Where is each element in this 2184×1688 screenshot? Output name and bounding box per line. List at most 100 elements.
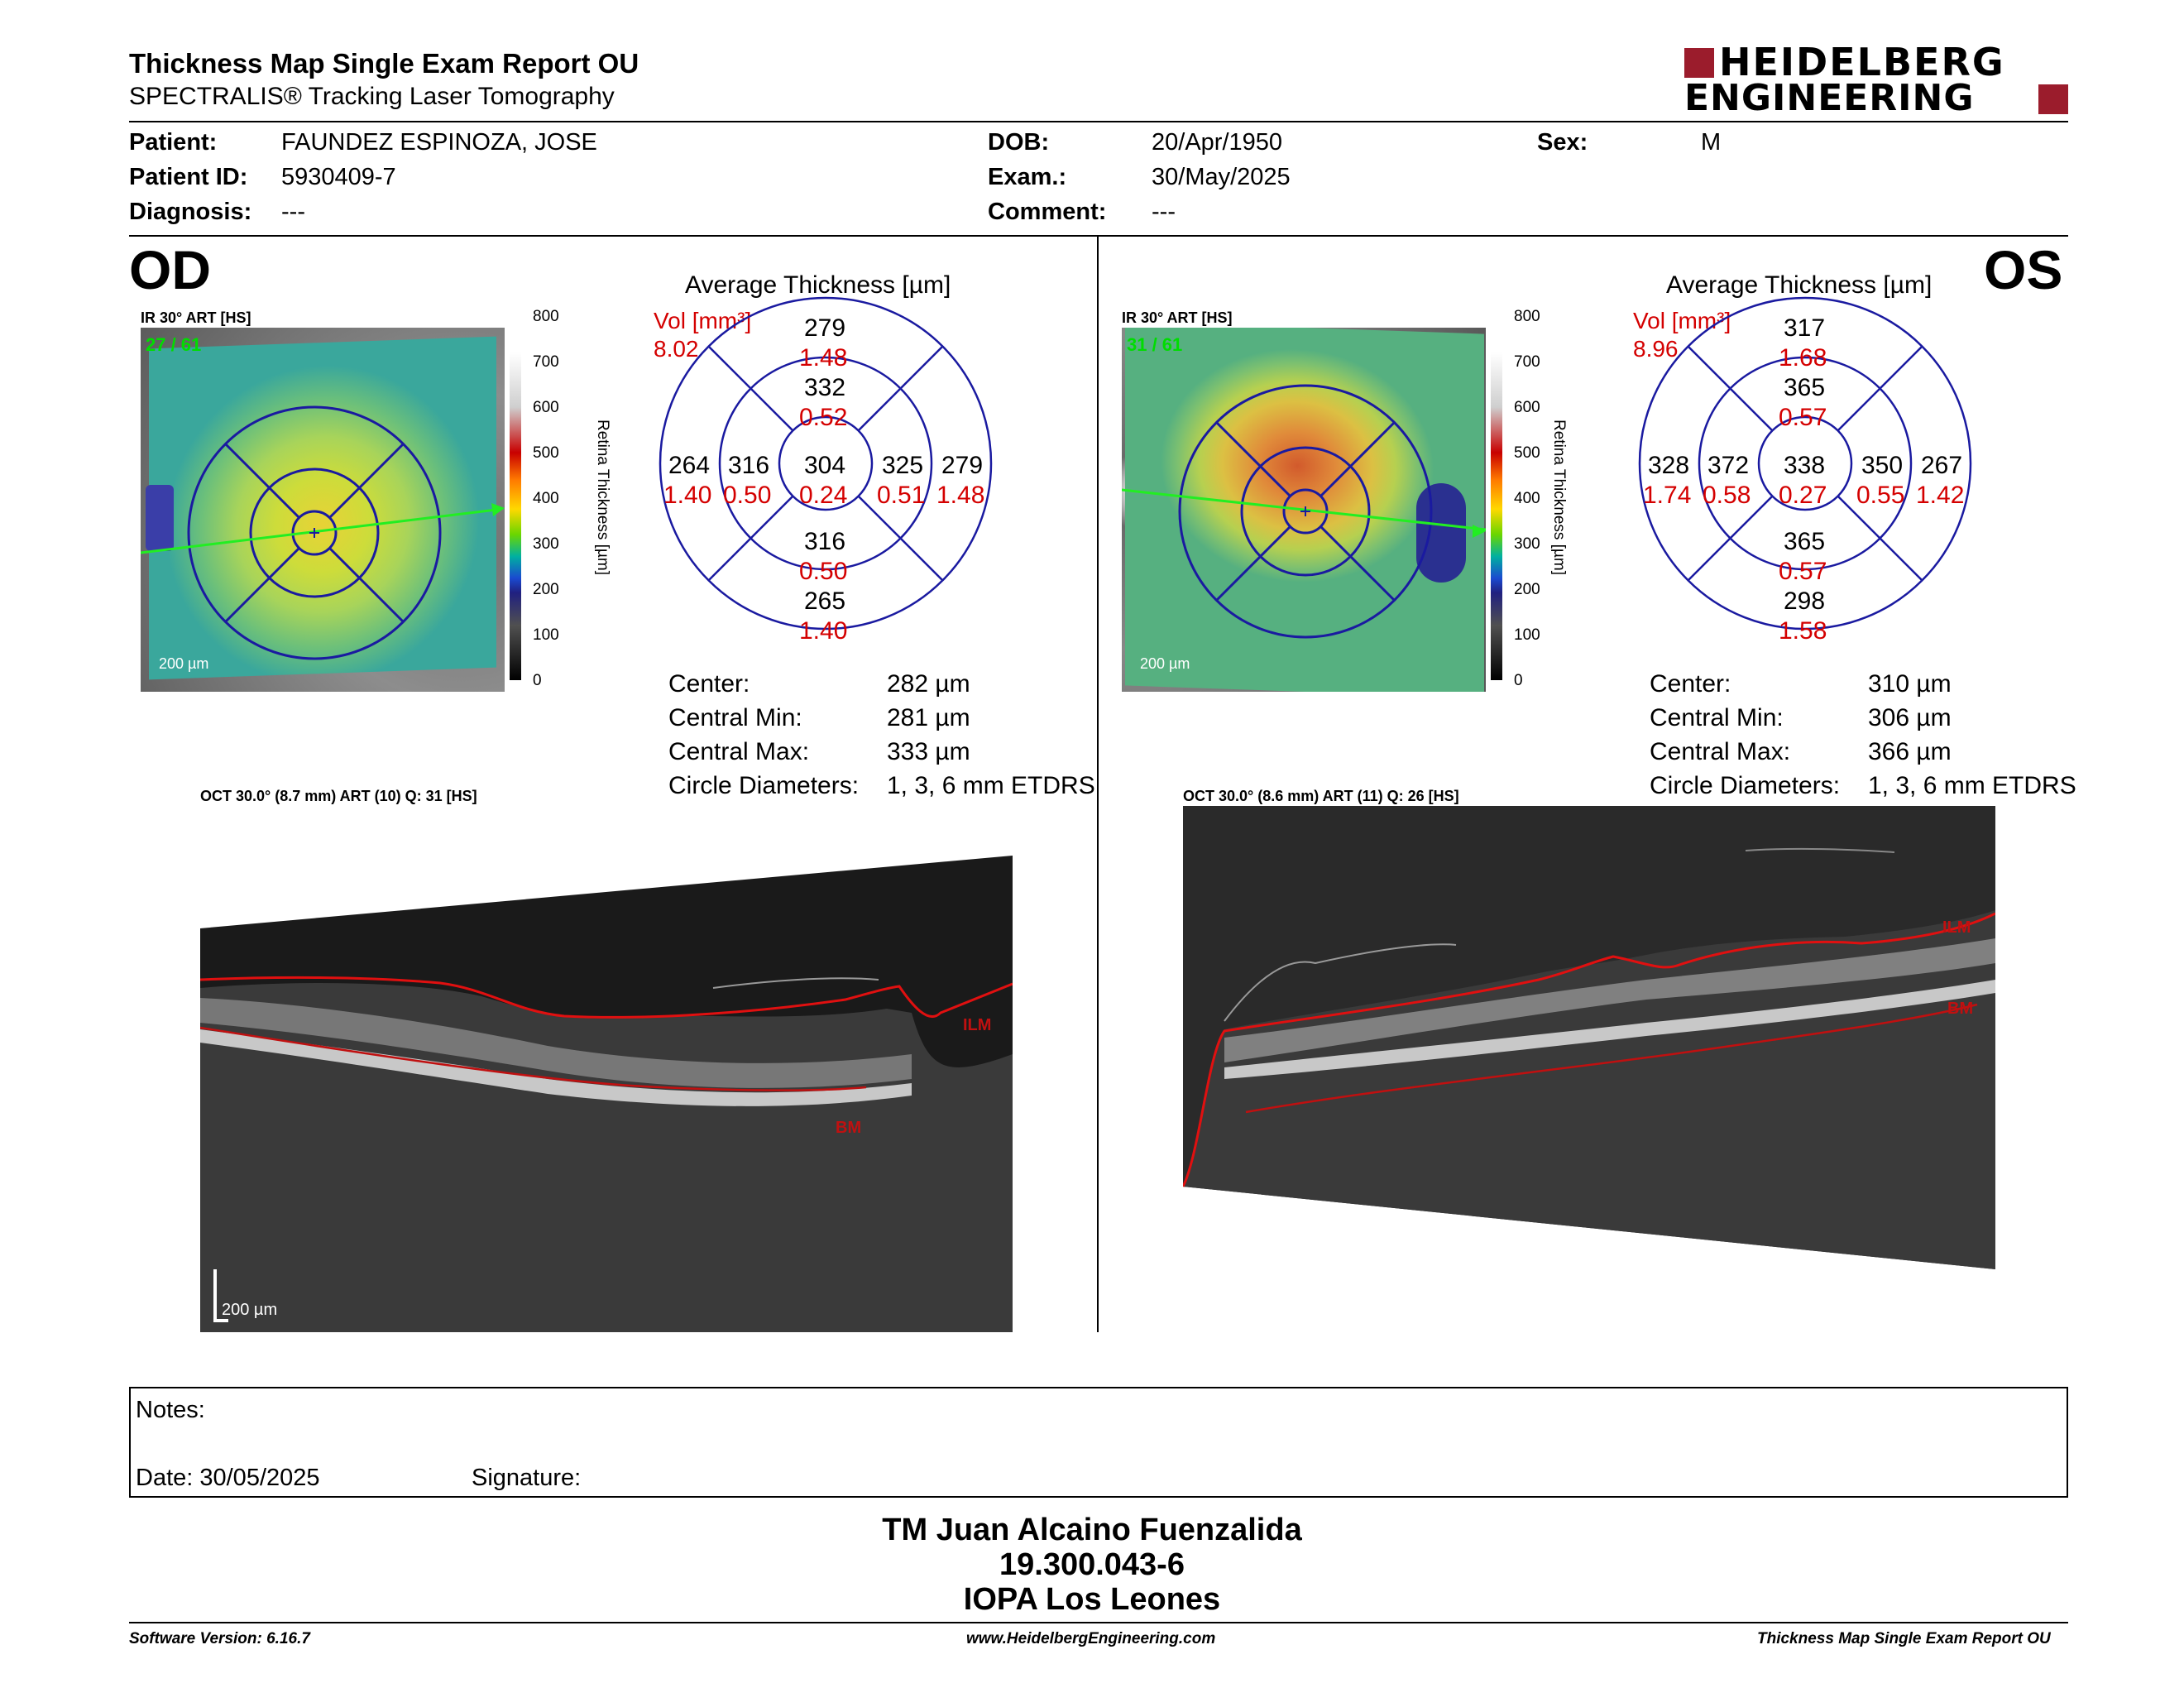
os-oct-scalebar xyxy=(1196,1269,1211,1322)
os-outer-left-thick: 328 xyxy=(1648,452,1690,479)
os-stat-diam-label: Circle Diameters: xyxy=(1650,772,1841,799)
od-oct-layers xyxy=(200,806,1013,1332)
os-inner-inf-vol: 0.57 xyxy=(1779,558,1827,585)
od-ilm-label: ILM xyxy=(963,1016,992,1034)
footer-report-name: Thickness Map Single Exam Report OU xyxy=(1757,1630,2051,1647)
od-colorbar-tick-600: 600 xyxy=(533,399,559,416)
footer-software-version: Software Version: 6.16.7 xyxy=(129,1630,310,1647)
od-colorbar-tick-0: 0 xyxy=(533,672,542,689)
os-inner-sup-vol: 0.57 xyxy=(1779,404,1827,431)
os-bm-label: BM xyxy=(1947,1000,1974,1018)
os-ir-scale: 200 µm xyxy=(1140,655,1190,672)
os-ir-label: IR 30° ART [HS] xyxy=(1122,309,1233,326)
os-eye-label: OS xyxy=(1984,239,2063,300)
os-colorbar-tick-0: 0 xyxy=(1514,672,1523,689)
od-outer-inf-vol: 1.40 xyxy=(799,617,848,645)
os-inner-right-thick: 350 xyxy=(1861,452,1904,479)
od-stat-diam-label: Circle Diameters: xyxy=(668,772,860,799)
os-thickness-map: 31 / 61 200 µm xyxy=(1122,328,1486,692)
od-bm-label: BM xyxy=(836,1119,862,1137)
dob-label: DOB: xyxy=(988,129,1050,156)
od-inner-inf-thick: 316 xyxy=(804,528,846,555)
os-outer-sup-vol: 1.68 xyxy=(1779,344,1827,372)
os-outer-left-vol: 1.74 xyxy=(1643,482,1692,509)
os-oct-bscan: ILM BM 200 µm xyxy=(1183,806,1995,1332)
os-stat-min-value: 306 µm xyxy=(1868,704,1952,731)
eye-divider xyxy=(1097,237,1099,1332)
os-stat-center-label: Center: xyxy=(1650,670,1731,698)
os-ilm-label: ILM xyxy=(1942,918,1971,937)
od-avg-title: Average Thickness [µm] xyxy=(685,271,951,299)
od-center-vol: 0.24 xyxy=(799,482,848,509)
patient-label: Patient: xyxy=(129,129,218,156)
os-stat-max-value: 366 µm xyxy=(1868,738,1952,765)
notes-label: Notes: xyxy=(136,1397,205,1423)
od-outer-right-thick: 279 xyxy=(941,452,984,479)
os-oct-layers xyxy=(1183,847,1995,1332)
os-inner-left-thick: 372 xyxy=(1707,452,1750,479)
os-oct-scale: 200 µm xyxy=(1205,1301,1261,1319)
od-colorbar-tick-400: 400 xyxy=(533,490,559,507)
od-inner-left-thick: 316 xyxy=(728,452,770,479)
os-colorbar xyxy=(1491,316,1502,680)
od-outer-right-vol: 1.48 xyxy=(936,482,985,509)
od-outer-left-vol: 1.40 xyxy=(663,482,712,509)
od-frame-count: 27 / 61 xyxy=(146,334,202,355)
od-colorbar-tick-100: 100 xyxy=(533,626,559,644)
heidelberg-logo: HEIDELBERG ENGINEERING xyxy=(1684,43,2068,117)
os-inner-inf-thick: 365 xyxy=(1784,528,1826,555)
od-ir-scale: 200 µm xyxy=(159,655,209,672)
od-oct-scale: 200 µm xyxy=(222,1301,278,1319)
patient-id-label: Patient ID: xyxy=(129,164,248,190)
os-colorbar-tick-600: 600 xyxy=(1514,399,1540,416)
od-vol-value: 8.02 xyxy=(654,336,699,362)
od-stat-min-value: 281 µm xyxy=(887,704,970,731)
comment-label: Comment: xyxy=(988,199,1107,225)
signer-institution: IOPA Los Leones xyxy=(963,1582,1221,1617)
od-etdrs-overlay xyxy=(141,405,505,660)
od-oct-bscan: ILM BM 200 µm xyxy=(200,806,1013,1332)
os-vol-label: Vol [mm³] xyxy=(1633,308,1731,333)
od-inner-right-thick: 325 xyxy=(882,452,924,479)
od-colorbar-tick-300: 300 xyxy=(533,535,559,553)
od-stat-diam-value: 1, 3, 6 mm ETDRS xyxy=(887,772,1095,799)
os-inner-right-vol: 0.55 xyxy=(1856,482,1905,509)
os-vol-value: 8.96 xyxy=(1633,336,1679,362)
os-colorbar-tick-800: 800 xyxy=(1514,308,1540,325)
od-colorbar-tick-700: 700 xyxy=(533,353,559,371)
os-stat-min-label: Central Min: xyxy=(1650,704,1784,731)
sex-value: M xyxy=(1701,129,1722,156)
footer-website[interactable]: www.HeidelbergEngineering.com xyxy=(966,1630,1216,1647)
os-outer-inf-thick: 298 xyxy=(1784,587,1826,615)
os-stat-center-value: 310 µm xyxy=(1868,670,1952,698)
report-title: Thickness Map Single Exam Report OU xyxy=(129,48,639,79)
patient-divider xyxy=(129,235,2068,237)
notes-box xyxy=(129,1387,2068,1498)
os-stat-max-label: Central Max: xyxy=(1650,738,1791,765)
od-oct-scalebar xyxy=(213,1269,228,1322)
exam-label: Exam.: xyxy=(988,164,1067,190)
od-oct-label: OCT 30.0° (8.7 mm) ART (10) Q: 31 [HS] xyxy=(200,788,477,804)
os-etdrs-grid xyxy=(1638,296,1972,631)
od-colorbar-tick-200: 200 xyxy=(533,581,559,598)
diagnosis-value: --- xyxy=(281,199,305,225)
os-stat-diam-value: 1, 3, 6 mm ETDRS xyxy=(1868,772,2076,799)
od-inner-sup-thick: 332 xyxy=(804,374,846,401)
od-colorbar-label: Retina Thickness [µm] xyxy=(594,420,611,575)
os-frame-count: 31 / 61 xyxy=(1127,334,1183,355)
header-divider xyxy=(129,121,2068,122)
od-etdrs-grid xyxy=(659,296,993,631)
os-outer-right-vol: 1.42 xyxy=(1916,482,1965,509)
od-outer-inf-thick: 265 xyxy=(804,587,846,615)
od-thickness-map: 27 / 61 200 µm xyxy=(141,328,505,692)
os-colorbar-tick-300: 300 xyxy=(1514,535,1540,553)
logo-square-top xyxy=(1684,48,1714,78)
os-colorbar-tick-500: 500 xyxy=(1514,444,1540,462)
os-outer-right-thick: 267 xyxy=(1921,452,1963,479)
comment-value: --- xyxy=(1152,199,1176,225)
diagnosis-label: Diagnosis: xyxy=(129,199,252,225)
od-stat-center-value: 282 µm xyxy=(887,670,970,698)
od-vol-label: Vol [mm³] xyxy=(654,308,752,333)
od-blue-patch xyxy=(146,485,174,551)
od-stat-center-label: Center: xyxy=(668,670,750,698)
